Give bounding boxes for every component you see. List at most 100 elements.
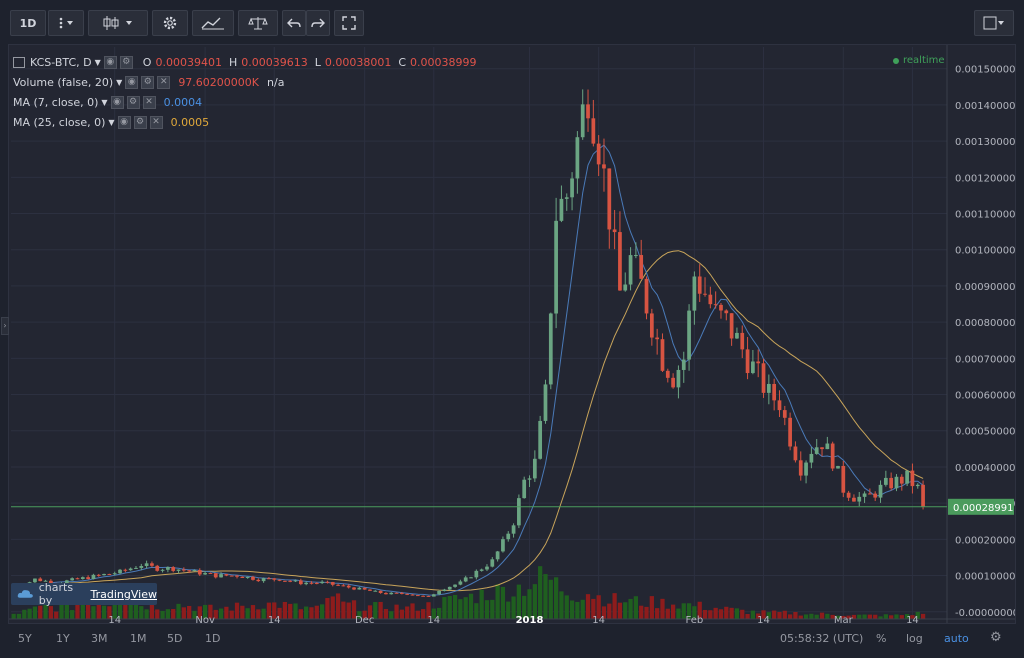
dropdown-caret-icon[interactable]: ▼ [101, 97, 108, 107]
volume-bar [468, 593, 474, 619]
candle-body [655, 337, 660, 340]
volume-bar [670, 604, 676, 619]
close-icon[interactable]: ✕ [149, 115, 163, 129]
eye-icon[interactable]: ◉ [125, 75, 139, 89]
candle [80, 576, 85, 580]
candle [410, 594, 415, 596]
symbol-label[interactable]: KCS-BTC, D [30, 55, 92, 69]
candle [915, 483, 920, 489]
candle [788, 412, 792, 451]
price-chart[interactable]: 0.00150000 0.00140000 0.00130000 0.00120000… [9, 45, 1015, 623]
candle-body [245, 576, 250, 579]
range-1m[interactable]: 1M [130, 632, 147, 645]
candle-body [899, 476, 904, 484]
y-tick-label: 0.00080000 [955, 318, 1015, 329]
candle-body [820, 447, 824, 450]
x-tick-label: Feb [686, 615, 704, 623]
gear-icon[interactable]: ⚙ [990, 630, 1002, 645]
candle-body [213, 573, 218, 578]
dropdown-caret-icon[interactable]: ▼ [116, 77, 123, 87]
volume-bar [250, 605, 256, 619]
collapse-icon[interactable] [13, 56, 25, 68]
settings-small-icon[interactable]: ⚙ [126, 95, 140, 109]
volume-bar [101, 605, 107, 619]
range-3m[interactable]: 3M [91, 632, 108, 645]
eye-icon[interactable]: ◉ [110, 95, 124, 109]
volume-bar [298, 609, 303, 619]
close-icon[interactable]: ✕ [142, 95, 156, 109]
candle-body [75, 578, 80, 580]
interval-button[interactable]: 1D [10, 10, 46, 36]
candle [208, 572, 213, 575]
candle [267, 576, 271, 580]
redo-icon[interactable] [306, 10, 330, 36]
last-price-badge [948, 498, 1014, 515]
candle-body [894, 476, 899, 489]
volume-bar [208, 604, 213, 619]
indicators-icon[interactable] [192, 10, 234, 36]
volume-label[interactable]: Volume (false, 20) [13, 75, 114, 89]
settings-small-icon[interactable]: ⚙ [119, 55, 133, 69]
scale-icon[interactable] [238, 10, 278, 36]
percent-toggle[interactable]: % [876, 632, 887, 645]
volume-bar [463, 597, 468, 619]
settings-small-icon[interactable]: ⚙ [141, 75, 155, 89]
eye-icon[interactable]: ◉ [103, 55, 117, 69]
candle [586, 89, 590, 132]
candle-body [490, 559, 495, 567]
clock-time[interactable]: 05:58:32 (UTC) [780, 632, 864, 645]
tradingview-badge[interactable]: charts by TradingView [11, 581, 157, 607]
x-tick-label: 14 [427, 615, 440, 623]
volume-bar [564, 595, 569, 619]
candle-body [836, 465, 840, 469]
candle [889, 472, 894, 491]
candle [782, 405, 787, 426]
eye-icon[interactable]: ◉ [117, 115, 131, 129]
vertical-dots-icon[interactable] [48, 10, 84, 36]
y-tick-label: 0.00070000 [955, 354, 1015, 365]
range-1d[interactable]: 1D [205, 632, 221, 645]
volume-bar [160, 610, 165, 619]
volume-bar [899, 615, 904, 619]
ma25-label[interactable]: MA (25, close, 0) [13, 115, 106, 129]
candle [665, 368, 670, 383]
ma7-label[interactable]: MA (7, close, 0) [13, 95, 99, 109]
candle-body [134, 567, 138, 569]
settings-small-icon[interactable]: ⚙ [133, 115, 147, 129]
candle-body [128, 568, 133, 571]
gear-icon[interactable] [152, 10, 188, 36]
range-5d[interactable]: 5D [167, 632, 183, 645]
candle-body [575, 137, 580, 179]
candle-body [421, 595, 426, 597]
candle-body [628, 255, 633, 285]
dropdown-caret-icon[interactable]: ▼ [108, 117, 115, 127]
layout-icon[interactable] [974, 10, 1014, 36]
fullscreen-icon[interactable] [334, 10, 364, 36]
candle [868, 488, 872, 495]
volume-bar [766, 612, 771, 619]
chart-container[interactable]: 0.00150000 0.00140000 0.00130000 0.00120000… [1, 44, 1016, 624]
candlestick-icon[interactable] [88, 10, 148, 36]
candle-body [112, 573, 117, 575]
candle [139, 563, 144, 571]
dropdown-caret-icon[interactable]: ▼ [94, 57, 101, 67]
tradingview-link[interactable]: TradingView [90, 587, 157, 601]
candle [564, 193, 569, 211]
volume-bar [43, 604, 48, 619]
auto-toggle[interactable]: auto [944, 632, 969, 645]
candle [150, 561, 154, 568]
candle-body [825, 443, 830, 450]
candle-body [405, 593, 410, 595]
range-1y[interactable]: 1Y [56, 632, 70, 645]
candle-body [150, 563, 154, 566]
candle-body [86, 577, 90, 580]
volume-bar [54, 611, 59, 619]
volume-bar [91, 606, 96, 619]
sidebar-toggle-icon[interactable]: › [1, 317, 9, 335]
volume-bar [272, 602, 277, 619]
log-toggle[interactable]: log [906, 632, 923, 645]
undo-icon[interactable] [282, 10, 306, 36]
close-icon[interactable]: ✕ [157, 75, 171, 89]
range-5y[interactable]: 5Y [18, 632, 32, 645]
x-tick-label: 2018 [516, 615, 544, 623]
